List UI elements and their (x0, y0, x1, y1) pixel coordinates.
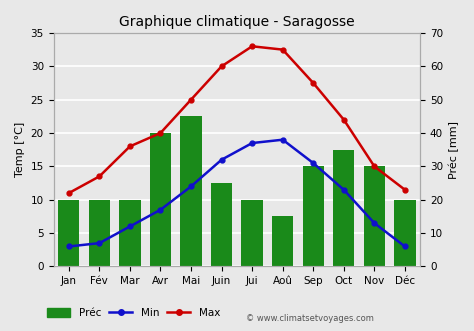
Bar (394, 200, 416, 266)
Y-axis label: Temp [°C]: Temp [°C] (15, 122, 25, 177)
Bar (211, 183, 232, 266)
Bar (89, 200, 110, 266)
Legend: Préc, Min, Max: Préc, Min, Max (43, 304, 224, 322)
Bar (119, 200, 141, 266)
Bar (333, 150, 355, 266)
Y-axis label: Préc [mm]: Préc [mm] (448, 121, 459, 179)
Bar (364, 166, 385, 266)
Title: Graphique climatique - Saragosse: Graphique climatique - Saragosse (119, 15, 355, 29)
Bar (180, 117, 202, 266)
Bar (272, 216, 293, 266)
Bar (241, 200, 263, 266)
Bar (58, 200, 80, 266)
Bar (150, 133, 171, 266)
Bar (302, 166, 324, 266)
Text: © www.climatsetvoyages.com: © www.climatsetvoyages.com (246, 314, 374, 323)
